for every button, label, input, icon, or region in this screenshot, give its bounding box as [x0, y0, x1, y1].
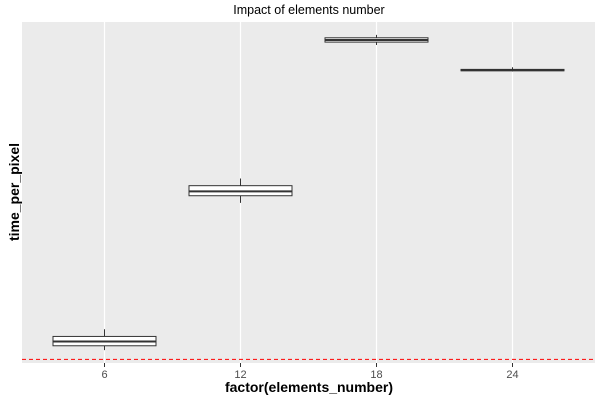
- y-axis-label: time_per_pixel: [6, 143, 22, 241]
- x-axis-label: factor(elements_number): [225, 379, 393, 395]
- plot-area: 6 12 18 24: [22, 22, 595, 381]
- x-tick-label-6: 6: [101, 369, 107, 381]
- panel-background: [22, 22, 595, 363]
- x-tick-label-12: 12: [234, 369, 246, 381]
- chart-title: Impact of elements number: [233, 3, 384, 17]
- x-tick-label-18: 18: [370, 369, 382, 381]
- x-tick-label-24: 24: [506, 369, 518, 381]
